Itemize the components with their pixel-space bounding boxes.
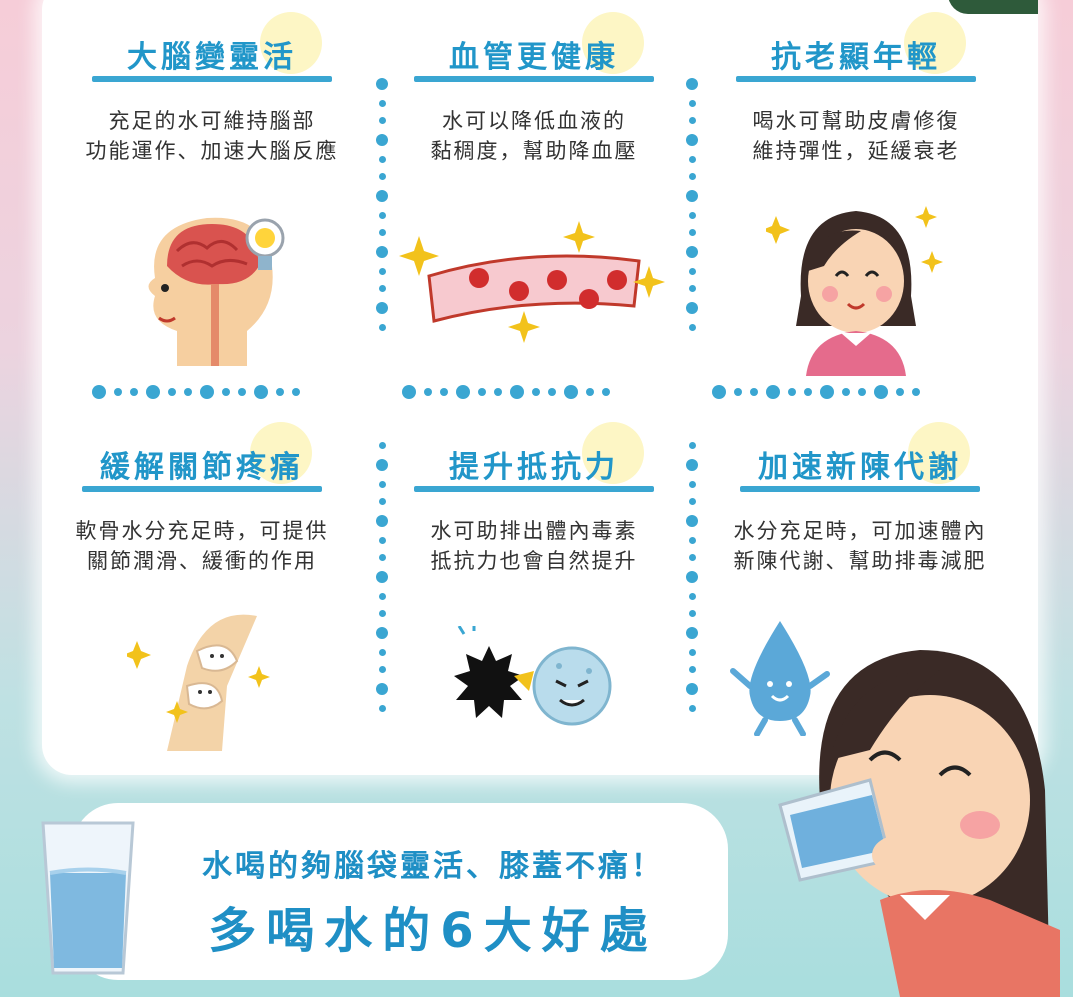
title-highlight [908, 422, 970, 484]
vertical-divider [686, 442, 698, 722]
title-underline [92, 76, 332, 82]
water-drop-icon [730, 621, 830, 736]
title-underline [736, 76, 976, 82]
title-highlight [582, 12, 644, 74]
benefit-metabolism: 加速新陳代謝 水分充足時，可加速體內 新陳代謝、幫助排毒減肥 [710, 420, 1010, 760]
horizontal-divider [712, 385, 920, 399]
description-line: 新陳代謝、幫助排毒減肥 [733, 549, 987, 573]
banner-subtitle: 水喝的夠腦袋靈活、膝蓋不痛！ [202, 849, 664, 884]
corner-tab [948, 0, 1038, 14]
benefit-title: 大腦變靈活 [127, 40, 297, 75]
banner-title: 多喝水的6大好處 [208, 903, 658, 959]
horizontal-divider [92, 385, 300, 399]
title-highlight [904, 12, 966, 74]
benefit-description: 水分充足時，可加速體內 新陳代謝、幫助排毒減肥 [710, 516, 1010, 576]
brain-icon [148, 217, 285, 366]
title-banner: 水喝的夠腦袋靈活、膝蓋不痛！ 多喝水的6大好處 [72, 803, 728, 980]
description-line: 充足的水可維持腦部 [108, 109, 316, 133]
description-line: 水可以降低血液的 [442, 109, 626, 133]
benefit-anti-aging: 抗老顯年輕 喝水可幫助皮膚修復 維持彈性，延緩衰老 [706, 10, 1006, 376]
benefit-immunity: 提升抵抗力 水可助排出體內毒素 抵抗力也會自然提升 [384, 420, 684, 760]
title-highlight [260, 12, 322, 74]
young-woman-icon [766, 206, 943, 376]
benefit-title: 血管更健康 [449, 40, 619, 75]
title-underline [82, 486, 322, 492]
benefit-description: 喝水可幫助皮膚修復 維持彈性，延緩衰老 [706, 106, 1006, 166]
benefit-blood-vessel: 血管更健康 水可以降低血液的 黏稠度，幫助降血壓 [384, 10, 684, 350]
title-underline [740, 486, 980, 492]
benefit-title: 加速新陳代謝 [758, 450, 962, 485]
water-glass-icon [41, 821, 135, 975]
drinking-woman-icon [778, 650, 1060, 997]
benefit-description: 軟骨水分充足時，可提供 關節潤滑、緩衝的作用 [52, 516, 352, 576]
vertical-divider [376, 442, 388, 722]
description-line: 功能運作、加速大腦反應 [85, 139, 339, 163]
vertical-divider [376, 78, 388, 341]
description-line: 關節潤滑、緩衝的作用 [87, 549, 317, 573]
description-line: 黏稠度，幫助降血壓 [430, 139, 638, 163]
benefit-description: 水可以降低血液的 黏稠度，幫助降血壓 [384, 106, 684, 166]
description-line: 水可助排出體內毒素 [430, 519, 638, 543]
benefit-title: 緩解關節疼痛 [100, 450, 304, 485]
benefit-title: 提升抵抗力 [449, 450, 619, 485]
description-line: 喝水可幫助皮膚修復 [752, 109, 960, 133]
title-underline [414, 486, 654, 492]
knee-joint-icon [127, 614, 270, 751]
description-line: 軟骨水分充足時，可提供 [75, 519, 329, 543]
vertical-divider [686, 78, 698, 341]
benefit-title: 抗老顯年輕 [771, 40, 941, 75]
title-underline [414, 76, 654, 82]
immune-cell-icon [454, 626, 612, 726]
benefit-description: 充足的水可維持腦部 功能運作、加速大腦反應 [62, 106, 362, 166]
benefit-description: 水可助排出體內毒素 抵抗力也會自然提升 [384, 516, 684, 576]
description-line: 維持彈性，延緩衰老 [752, 139, 960, 163]
description-line: 水分充足時，可加速體內 [733, 519, 987, 543]
blood-vessel-icon [399, 221, 665, 343]
horizontal-divider [402, 385, 610, 399]
title-highlight [250, 422, 312, 484]
description-line: 抵抗力也會自然提升 [430, 549, 638, 573]
benefit-brain: 大腦變靈活 充足的水可維持腦部 功能運作、加速大腦反應 [62, 10, 362, 366]
benefit-joint: 緩解關節疼痛 軟骨水分充足時，可提供 關節潤滑、緩衝的作用 [52, 420, 352, 760]
title-highlight [582, 422, 644, 484]
